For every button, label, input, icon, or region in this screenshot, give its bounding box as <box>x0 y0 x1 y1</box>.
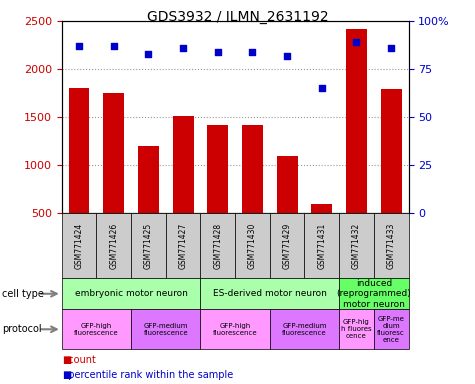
Bar <box>235 213 270 278</box>
Point <box>110 43 118 49</box>
Bar <box>62 213 96 278</box>
Point <box>214 49 221 55</box>
Point <box>249 49 256 55</box>
Bar <box>200 278 339 309</box>
Text: GFP-medium
fluorescence: GFP-medium fluorescence <box>282 323 327 336</box>
Bar <box>200 213 235 278</box>
Text: ES-derived motor neuron: ES-derived motor neuron <box>213 289 327 298</box>
Bar <box>62 309 131 349</box>
Bar <box>131 213 166 278</box>
Text: GSM771427: GSM771427 <box>179 223 188 269</box>
Bar <box>381 89 401 261</box>
Bar <box>138 146 159 261</box>
Bar <box>131 309 200 349</box>
Bar <box>374 309 408 349</box>
Bar <box>200 309 270 349</box>
Text: GSM771428: GSM771428 <box>213 223 222 269</box>
Bar <box>339 213 374 278</box>
Text: GFP-medium
fluorescence: GFP-medium fluorescence <box>143 323 188 336</box>
Point <box>75 43 83 49</box>
Bar <box>242 125 263 261</box>
Bar <box>166 213 200 278</box>
Text: percentile rank within the sample: percentile rank within the sample <box>62 370 233 381</box>
Text: induced
(reprogrammed)
motor neuron: induced (reprogrammed) motor neuron <box>336 279 411 309</box>
Bar <box>304 213 339 278</box>
Text: GSM771424: GSM771424 <box>75 223 84 269</box>
Bar <box>104 93 124 261</box>
Bar <box>270 309 339 349</box>
Bar <box>339 309 374 349</box>
Point <box>283 53 291 59</box>
Bar <box>208 125 228 261</box>
Point <box>353 39 361 45</box>
Text: GSM771433: GSM771433 <box>387 223 396 269</box>
Point <box>388 45 395 51</box>
Bar <box>374 213 408 278</box>
Point <box>144 51 152 57</box>
Bar <box>339 278 408 309</box>
Bar <box>312 204 332 261</box>
Bar <box>346 29 367 261</box>
Text: GSM771431: GSM771431 <box>317 223 326 269</box>
Bar <box>62 278 200 309</box>
Text: GSM771429: GSM771429 <box>283 223 292 269</box>
Point <box>180 45 187 51</box>
Text: GFP-me
dium
fluoresc
ence: GFP-me dium fluoresc ence <box>377 316 405 343</box>
Text: GFP-high
fluorescence: GFP-high fluorescence <box>213 323 257 336</box>
Text: GSM771430: GSM771430 <box>248 223 257 269</box>
Bar <box>173 116 193 261</box>
Point <box>318 85 326 91</box>
Bar <box>96 213 131 278</box>
Text: GDS3932 / ILMN_2631192: GDS3932 / ILMN_2631192 <box>147 10 328 23</box>
Text: GFP-high
fluorescence: GFP-high fluorescence <box>74 323 119 336</box>
Bar <box>69 88 89 261</box>
Text: GSM771426: GSM771426 <box>109 223 118 269</box>
Text: protocol: protocol <box>2 324 42 334</box>
Bar <box>270 213 304 278</box>
Text: GSM771425: GSM771425 <box>144 223 153 269</box>
Text: count: count <box>62 355 95 365</box>
Bar <box>277 157 297 261</box>
Text: GSM771432: GSM771432 <box>352 223 361 269</box>
Text: cell type: cell type <box>2 289 44 299</box>
Text: ■: ■ <box>62 355 71 365</box>
Text: ■: ■ <box>62 370 71 381</box>
Text: GFP-hig
h fluores
cence: GFP-hig h fluores cence <box>341 319 372 339</box>
Text: embryonic motor neuron: embryonic motor neuron <box>75 289 188 298</box>
